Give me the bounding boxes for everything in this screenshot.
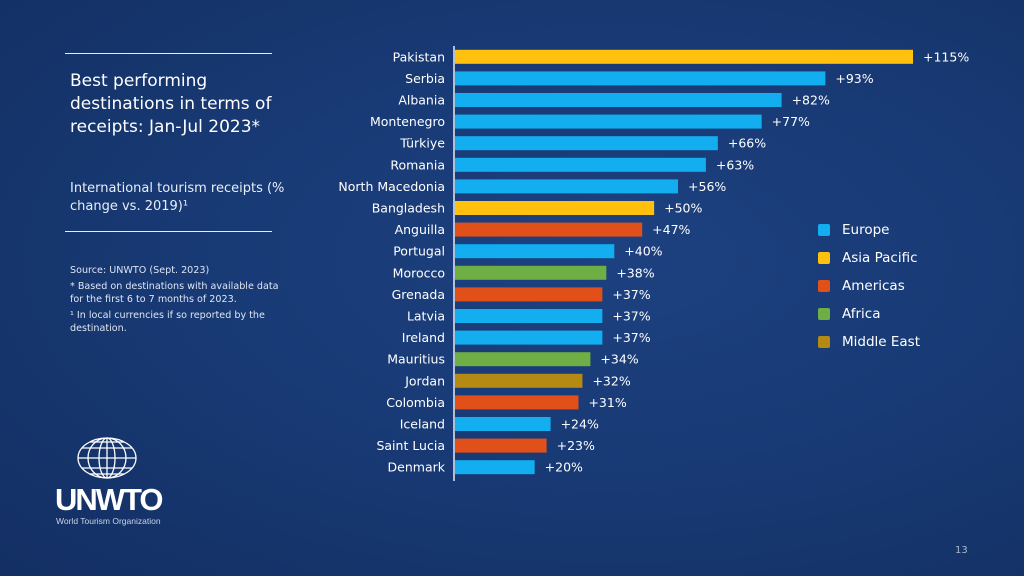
bar xyxy=(455,330,603,345)
legend-swatch xyxy=(818,336,830,348)
bar xyxy=(455,222,643,237)
bar xyxy=(455,438,547,453)
legend-item: Africa xyxy=(818,300,920,328)
legend: Europe Asia Pacific Americas Africa Middle E… xyxy=(818,216,920,356)
bar xyxy=(455,179,679,194)
category-label: Pakistan xyxy=(393,49,445,64)
bar xyxy=(455,352,591,367)
data-label: +50% xyxy=(664,201,702,216)
category-label: Montenegro xyxy=(370,114,445,129)
legend-item: Europe xyxy=(818,216,920,244)
category-label: Ireland xyxy=(402,330,445,345)
data-label: +37% xyxy=(612,330,650,345)
data-label: +47% xyxy=(652,222,690,237)
bar xyxy=(455,71,826,86)
bar xyxy=(455,136,718,151)
legend-item: Middle East xyxy=(818,328,920,356)
data-label: +37% xyxy=(612,309,650,324)
page-number: 13 xyxy=(955,545,968,556)
bar xyxy=(455,114,762,129)
data-label: +38% xyxy=(616,265,654,280)
bar xyxy=(455,287,603,302)
data-label: +82% xyxy=(792,93,830,108)
category-label: Serbia xyxy=(405,71,445,86)
footnote-one: ¹ In local currencies if so reported by … xyxy=(70,310,265,334)
legend-label: Europe xyxy=(842,222,890,238)
legend-label: Africa xyxy=(842,306,881,322)
legend-swatch xyxy=(818,280,830,292)
logo-wordmark: UNWTO xyxy=(55,482,164,517)
category-label: Türkiye xyxy=(399,136,445,151)
category-label: Latvia xyxy=(407,309,445,324)
bottom-divider xyxy=(65,231,272,232)
source-note: Source: UNWTO (Sept. 2023) xyxy=(70,265,210,276)
legend-swatch xyxy=(818,224,830,236)
bar xyxy=(455,93,782,107)
category-label: North Macedonia xyxy=(338,179,445,194)
category-label: Anguilla xyxy=(395,222,445,237)
category-label: Bangladesh xyxy=(372,201,445,216)
bar xyxy=(455,309,603,323)
data-label: +23% xyxy=(557,438,595,453)
notes: Source: UNWTO (Sept. 2023) * Based on de… xyxy=(70,264,285,338)
globe-logo-icon xyxy=(77,437,137,479)
data-label: +37% xyxy=(612,287,650,302)
legend-label: Middle East xyxy=(842,334,921,350)
category-label: Denmark xyxy=(388,460,446,475)
bar xyxy=(455,157,706,172)
panel-title: Best performing destinations in terms of… xyxy=(70,71,272,137)
legend-swatch xyxy=(818,308,830,320)
bar xyxy=(455,49,913,64)
panel-subtitle: International tourism receipts (% change… xyxy=(70,181,285,214)
data-label: +93% xyxy=(835,71,873,86)
data-label: +56% xyxy=(688,179,726,194)
category-label: Grenada xyxy=(392,287,445,302)
bar xyxy=(455,201,655,215)
legend-item: Asia Pacific xyxy=(818,244,920,272)
data-label: +20% xyxy=(545,460,583,475)
category-label: Portugal xyxy=(393,244,445,259)
category-label: Romania xyxy=(390,157,445,172)
bar xyxy=(455,460,535,475)
top-divider xyxy=(65,53,272,54)
data-label: +115% xyxy=(923,49,969,64)
category-label: Iceland xyxy=(400,417,445,432)
category-label: Morocco xyxy=(393,265,445,280)
data-label: +31% xyxy=(588,395,626,410)
category-label: Jordan xyxy=(404,373,445,388)
data-label: +34% xyxy=(600,352,638,367)
bar xyxy=(455,373,583,388)
data-label: +24% xyxy=(561,417,599,432)
bar xyxy=(455,244,615,259)
legend-swatch xyxy=(818,252,830,264)
bar xyxy=(455,265,607,280)
legend-item: Americas xyxy=(818,272,920,300)
logo-subtitle: World Tourism Organization xyxy=(56,516,161,526)
footnote-asterisk: * Based on destinations with available d… xyxy=(70,281,279,305)
category-label: Colombia xyxy=(386,395,445,410)
data-label: +32% xyxy=(592,373,630,388)
legend-label: Americas xyxy=(842,278,905,294)
data-label: +77% xyxy=(772,114,810,129)
bar xyxy=(455,417,551,431)
bar xyxy=(455,395,579,410)
category-label: Albania xyxy=(398,93,445,108)
data-label: +63% xyxy=(716,157,754,172)
category-label: Mauritius xyxy=(387,352,445,367)
legend-label: Asia Pacific xyxy=(842,250,918,266)
data-label: +40% xyxy=(624,244,662,259)
data-label: +66% xyxy=(728,136,766,151)
category-label: Saint Lucia xyxy=(376,438,445,453)
